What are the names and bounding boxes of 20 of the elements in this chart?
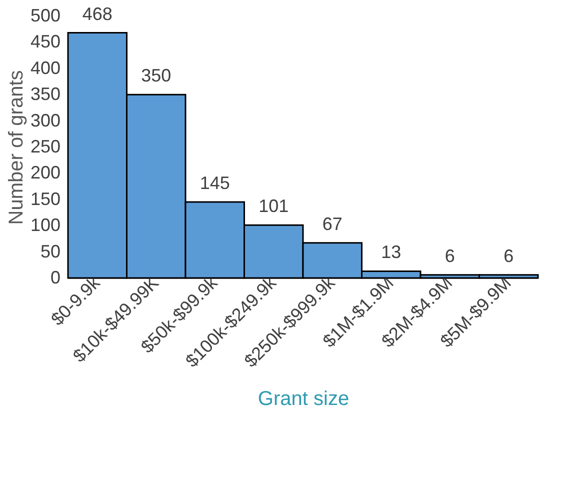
data-label: 6 — [444, 246, 455, 266]
y-tick-label: 350 — [30, 84, 60, 104]
y-tick-label: 100 — [30, 215, 60, 236]
y-tick-label: 250 — [30, 136, 60, 156]
data-label: 468 — [82, 4, 112, 24]
data-label: 67 — [322, 214, 342, 234]
y-axis-title: Number of grants — [5, 70, 28, 225]
y-tick-label: 400 — [30, 58, 60, 78]
y-tick-label: 150 — [30, 188, 60, 209]
y-tick-label: 300 — [30, 110, 60, 130]
y-tick-label: 500 — [30, 6, 60, 26]
y-tick-label: 200 — [30, 162, 60, 183]
data-label: 350 — [141, 66, 172, 86]
y-tick-label: 450 — [30, 32, 60, 52]
data-label: 101 — [258, 196, 289, 216]
data-label: 145 — [200, 173, 230, 194]
x-axis-title: Grant size — [258, 388, 350, 410]
y-tick-label: 50 — [40, 241, 60, 262]
data-label: 6 — [504, 246, 514, 266]
data-label: 13 — [381, 242, 402, 262]
